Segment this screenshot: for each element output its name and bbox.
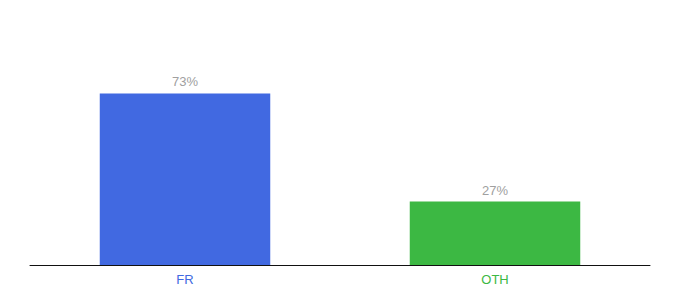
svg-text:27%: 27% bbox=[482, 183, 508, 198]
svg-text:OTH: OTH bbox=[481, 272, 508, 287]
svg-text:73%: 73% bbox=[172, 74, 198, 89]
svg-text:FR: FR bbox=[176, 272, 193, 287]
